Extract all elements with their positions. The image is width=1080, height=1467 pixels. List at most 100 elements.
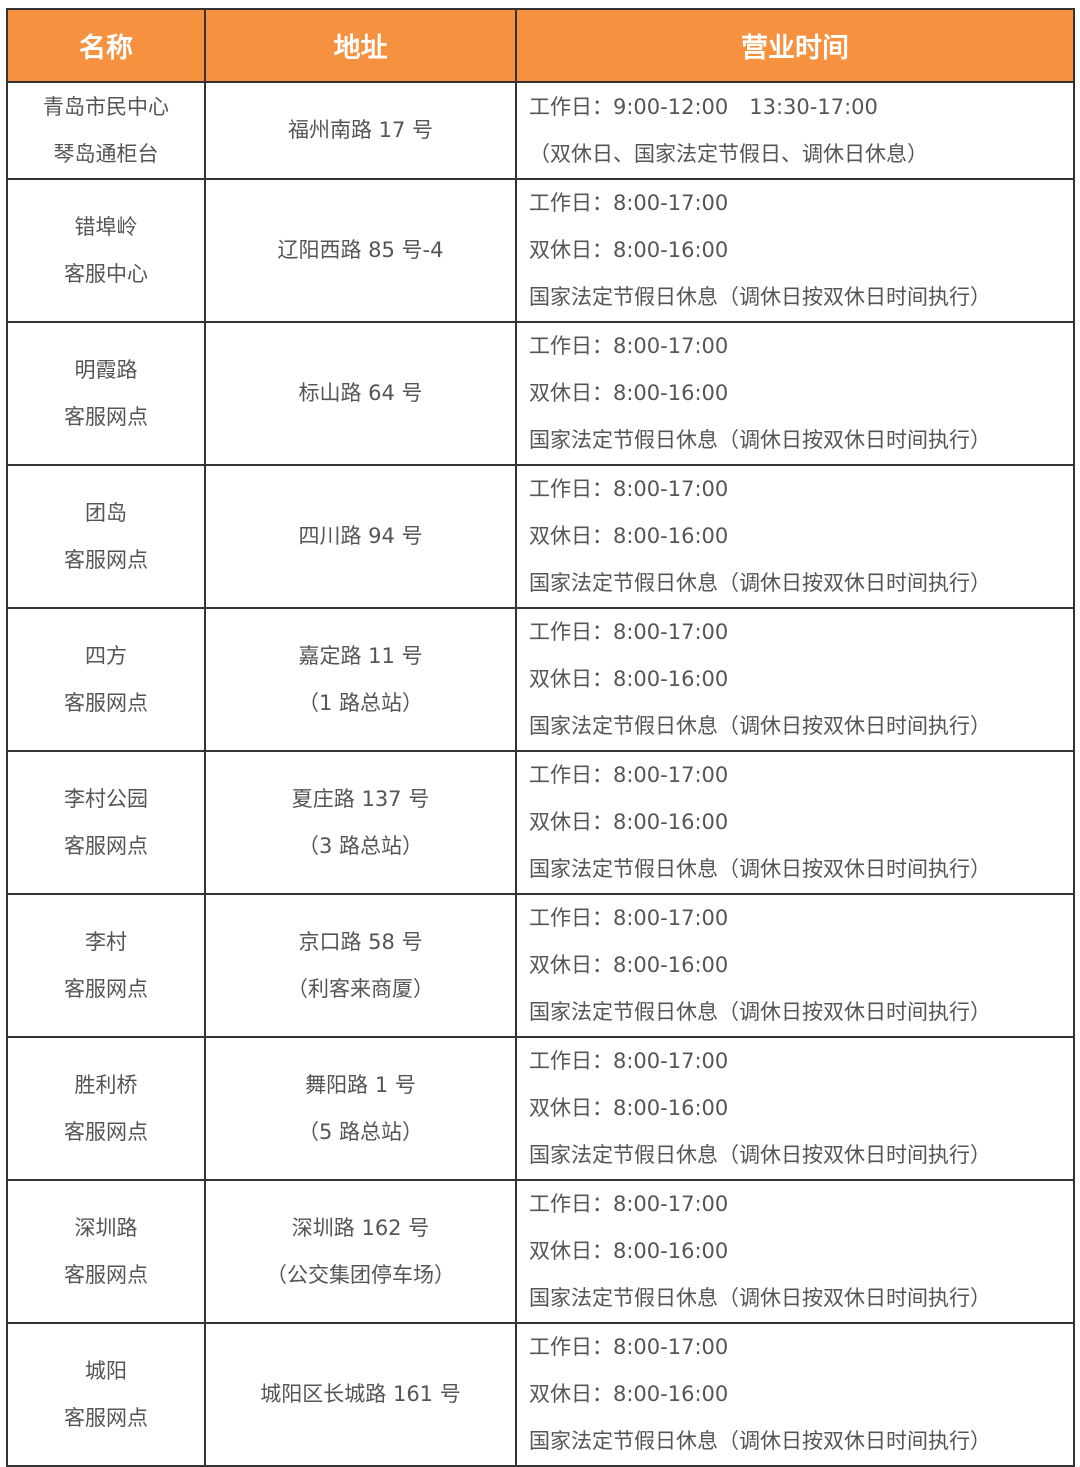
address-line: （5 路总站） xyxy=(297,1119,424,1144)
hours-line: 国家法定节假日休息（调休日按双休日时间执行） xyxy=(529,428,991,452)
hours-line: 国家法定节假日休息（调休日按双休日时间执行） xyxy=(529,1000,991,1024)
hours-line: 工作日：8:00-17:00 xyxy=(529,763,729,787)
hours-cell: 工作日：8:00-17:00 双休日：8:00-16:00 国家法定节假日休息（调休… xyxy=(515,750,1075,895)
hours-line: 国家法定节假日休息（调休日按双休日时间执行） xyxy=(529,1143,991,1167)
table-row: 明霞路客服网点 标山路 64 号 工作日：8:00-17:00 双休日：8:00-16… xyxy=(6,321,1075,466)
table-row: 青岛市民中心 琴岛通柜台 福州南路 17 号 工作日：9:00-12:00 13:30… xyxy=(6,81,1075,180)
header-hours: 营业时间 xyxy=(515,8,1075,83)
table-row: 四方客服网点 嘉定路 11 号 （1 路总站） 工作日：8:00-17:00 双休日：8… xyxy=(6,607,1075,752)
address-cell: 辽阳西路 85 号-4 xyxy=(204,178,517,323)
hours-line: 双休日：8:00-16:00 xyxy=(529,381,729,405)
hours-line: 双休日：8:00-16:00 xyxy=(529,1096,729,1120)
hours-cell: 工作日：8:00-17:00 双休日：8:00-16:00 国家法定节假日休息（调休… xyxy=(515,1322,1075,1467)
name-line: 李村公园 xyxy=(64,786,148,811)
table-row: 深圳路客服网点 深圳路 162 号 （公交集团停车场） 工作日：8:00-17:00 双… xyxy=(6,1179,1075,1324)
name-line: 客服中心 xyxy=(64,261,148,286)
name-line: 城阳 xyxy=(85,1358,127,1383)
name-line: 深圳路 xyxy=(74,1215,138,1240)
hours-line: 工作日：8:00-17:00 xyxy=(529,477,729,501)
hours-line: 工作日：8:00-17:00 xyxy=(529,334,729,358)
table-row: 李村公园客服网点 夏庄路 137 号 （3 路总站） 工作日：8:00-17:00 双休… xyxy=(6,750,1075,895)
hours-line: 工作日：8:00-17:00 xyxy=(529,1192,729,1216)
hours-line: 国家法定节假日休息（调休日按双休日时间执行） xyxy=(529,285,991,309)
address-line: 标山路 64 号 xyxy=(298,381,423,405)
address-line: 深圳路 162 号 xyxy=(291,1215,430,1240)
name-line: 客服网点 xyxy=(64,1262,148,1287)
address-line: 舞阳路 1 号 xyxy=(305,1072,416,1097)
name-cell: 团岛 客服网点 xyxy=(6,464,206,609)
table-row: 错埠岭客服中心 辽阳西路 85 号-4 工作日：8:00-17:00 双休日：8:00… xyxy=(6,178,1075,323)
name-cell: 青岛市民中心 琴岛通柜台 xyxy=(6,81,206,180)
address-line: （1 路总站） xyxy=(297,690,424,715)
name-line: 琴岛通柜台 xyxy=(53,141,159,166)
address-line: 京口路 58 号 xyxy=(298,929,423,954)
hours-cell: 工作日：8:00-17:00 双休日：8:00-16:00 国家法定节假日休息（调休… xyxy=(515,607,1075,752)
name-line: 胜利桥 xyxy=(74,1072,138,1097)
table-row: 城阳客服网点 城阳区长城路 161 号 工作日：8:00-17:00 双休日：8:00… xyxy=(6,1322,1075,1467)
hours-cell: 工作日：8:00-17:00 双休日：8:00-16:00 国家法定节假日休息（调休… xyxy=(515,893,1075,1038)
address-cell: 京口路 58 号 （利客来商厦） xyxy=(204,893,517,1038)
name-cell: 四方 客服网点 xyxy=(6,607,206,752)
hours-cell: 工作日：8:00-17:00 双休日：8:00-16:00 国家法定节假日休息（调休… xyxy=(515,1179,1075,1324)
hours-cell: 工作日：8:00-17:00 双休日：8:00-16:00 国家法定节假日休息（调休… xyxy=(515,464,1075,609)
address-cell: 标山路 64 号 xyxy=(204,321,517,466)
name-line: 李村 xyxy=(85,929,127,954)
address-line: （3 路总站） xyxy=(297,833,424,858)
hours-line: 国家法定节假日休息（调休日按双休日时间执行） xyxy=(529,1286,991,1310)
name-line: 客服网点 xyxy=(64,547,148,572)
name-line: 明霞路 xyxy=(74,357,138,382)
address-line: 辽阳西路 85 号-4 xyxy=(277,238,444,262)
address-cell: 福州南路 17 号 xyxy=(204,81,517,180)
hours-line: 工作日：8:00-17:00 xyxy=(529,906,729,930)
table-row: 团岛客服网点 四川路 94 号 工作日：8:00-17:00 双休日：8:00-16:… xyxy=(6,464,1075,609)
header-name: 名称 xyxy=(6,8,206,83)
address-cell: 四川路 94 号 xyxy=(204,464,517,609)
hours-line: 工作日：8:00-17:00 xyxy=(529,620,729,644)
name-line: 错埠岭 xyxy=(74,214,138,239)
hours-line: 工作日：8:00-17:00 xyxy=(529,1335,729,1359)
name-cell: 明霞路 客服网点 xyxy=(6,321,206,466)
name-line: 客服网点 xyxy=(64,1119,148,1144)
table-row: 李村客服网点 京口路 58 号 （利客来商厦） 工作日：8:00-17:00 双休日：8… xyxy=(6,893,1075,1038)
name-line: 客服网点 xyxy=(64,976,148,1001)
name-cell: 李村公园 客服网点 xyxy=(6,750,206,895)
name-line: 客服网点 xyxy=(64,404,148,429)
name-cell: 城阳 客服网点 xyxy=(6,1322,206,1467)
hours-line: 工作日：8:00-17:00 xyxy=(529,191,729,215)
hours-cell: 工作日：8:00-17:00 双休日：8:00-16:00 国家法定节假日休息（调休… xyxy=(515,321,1075,466)
hours-line: 国家法定节假日休息（调休日按双休日时间执行） xyxy=(529,1429,991,1453)
name-line: 四方 xyxy=(85,643,127,668)
hours-line: 工作日：9:00-12:00 13:30-17:00 xyxy=(529,94,878,119)
hours-line: 国家法定节假日休息（调休日按双休日时间执行） xyxy=(529,571,991,595)
header-row: 名称 地址 营业时间 xyxy=(6,8,1075,83)
hours-cell: 工作日：9:00-12:00 13:30-17:00 （双休日、国家法定节假日、调… xyxy=(515,81,1075,180)
name-line: 客服网点 xyxy=(64,690,148,715)
name-line: 客服网点 xyxy=(64,833,148,858)
address-line: 嘉定路 11 号 xyxy=(298,643,423,668)
hours-line: （双休日、国家法定节假日、调休日休息） xyxy=(529,141,928,166)
name-cell: 错埠岭 客服中心 xyxy=(6,178,206,323)
hours-cell: 工作日：8:00-17:00 双休日：8:00-16:00 国家法定节假日休息（调休… xyxy=(515,1036,1075,1181)
hours-line: 双休日：8:00-16:00 xyxy=(529,810,729,834)
table-row: 胜利桥客服网点 舞阳路 1 号 （5 路总站） 工作日：8:00-17:00 双休日：8… xyxy=(6,1036,1075,1181)
hours-line: 双休日：8:00-16:00 xyxy=(529,667,729,691)
address-line: （公交集团停车场） xyxy=(266,1262,455,1287)
name-line: 客服网点 xyxy=(64,1405,148,1430)
name-line: 团岛 xyxy=(85,500,127,525)
address-line: 夏庄路 137 号 xyxy=(291,786,430,811)
service-locations-table: 名称 地址 营业时间 青岛市民中心 琴岛通柜台 福州南路 17 号 工作日：9:00-… xyxy=(6,8,1075,1467)
hours-line: 工作日：8:00-17:00 xyxy=(529,1049,729,1073)
hours-line: 双休日：8:00-16:00 xyxy=(529,524,729,548)
name-line: 青岛市民中心 xyxy=(43,94,169,119)
hours-line: 国家法定节假日休息（调休日按双休日时间执行） xyxy=(529,714,991,738)
hours-line: 双休日：8:00-16:00 xyxy=(529,953,729,977)
address-line: （利客来商厦） xyxy=(287,976,434,1001)
address-cell: 深圳路 162 号 （公交集团停车场） xyxy=(204,1179,517,1324)
address-line: 城阳区长城路 161 号 xyxy=(260,1382,461,1406)
address-cell: 舞阳路 1 号 （5 路总站） xyxy=(204,1036,517,1181)
address-cell: 夏庄路 137 号 （3 路总站） xyxy=(204,750,517,895)
address-line: 福州南路 17 号 xyxy=(287,118,434,142)
address-line: 四川路 94 号 xyxy=(298,524,423,548)
hours-cell: 工作日：8:00-17:00 双休日：8:00-16:00 国家法定节假日休息（调休… xyxy=(515,178,1075,323)
hours-line: 双休日：8:00-16:00 xyxy=(529,238,729,262)
